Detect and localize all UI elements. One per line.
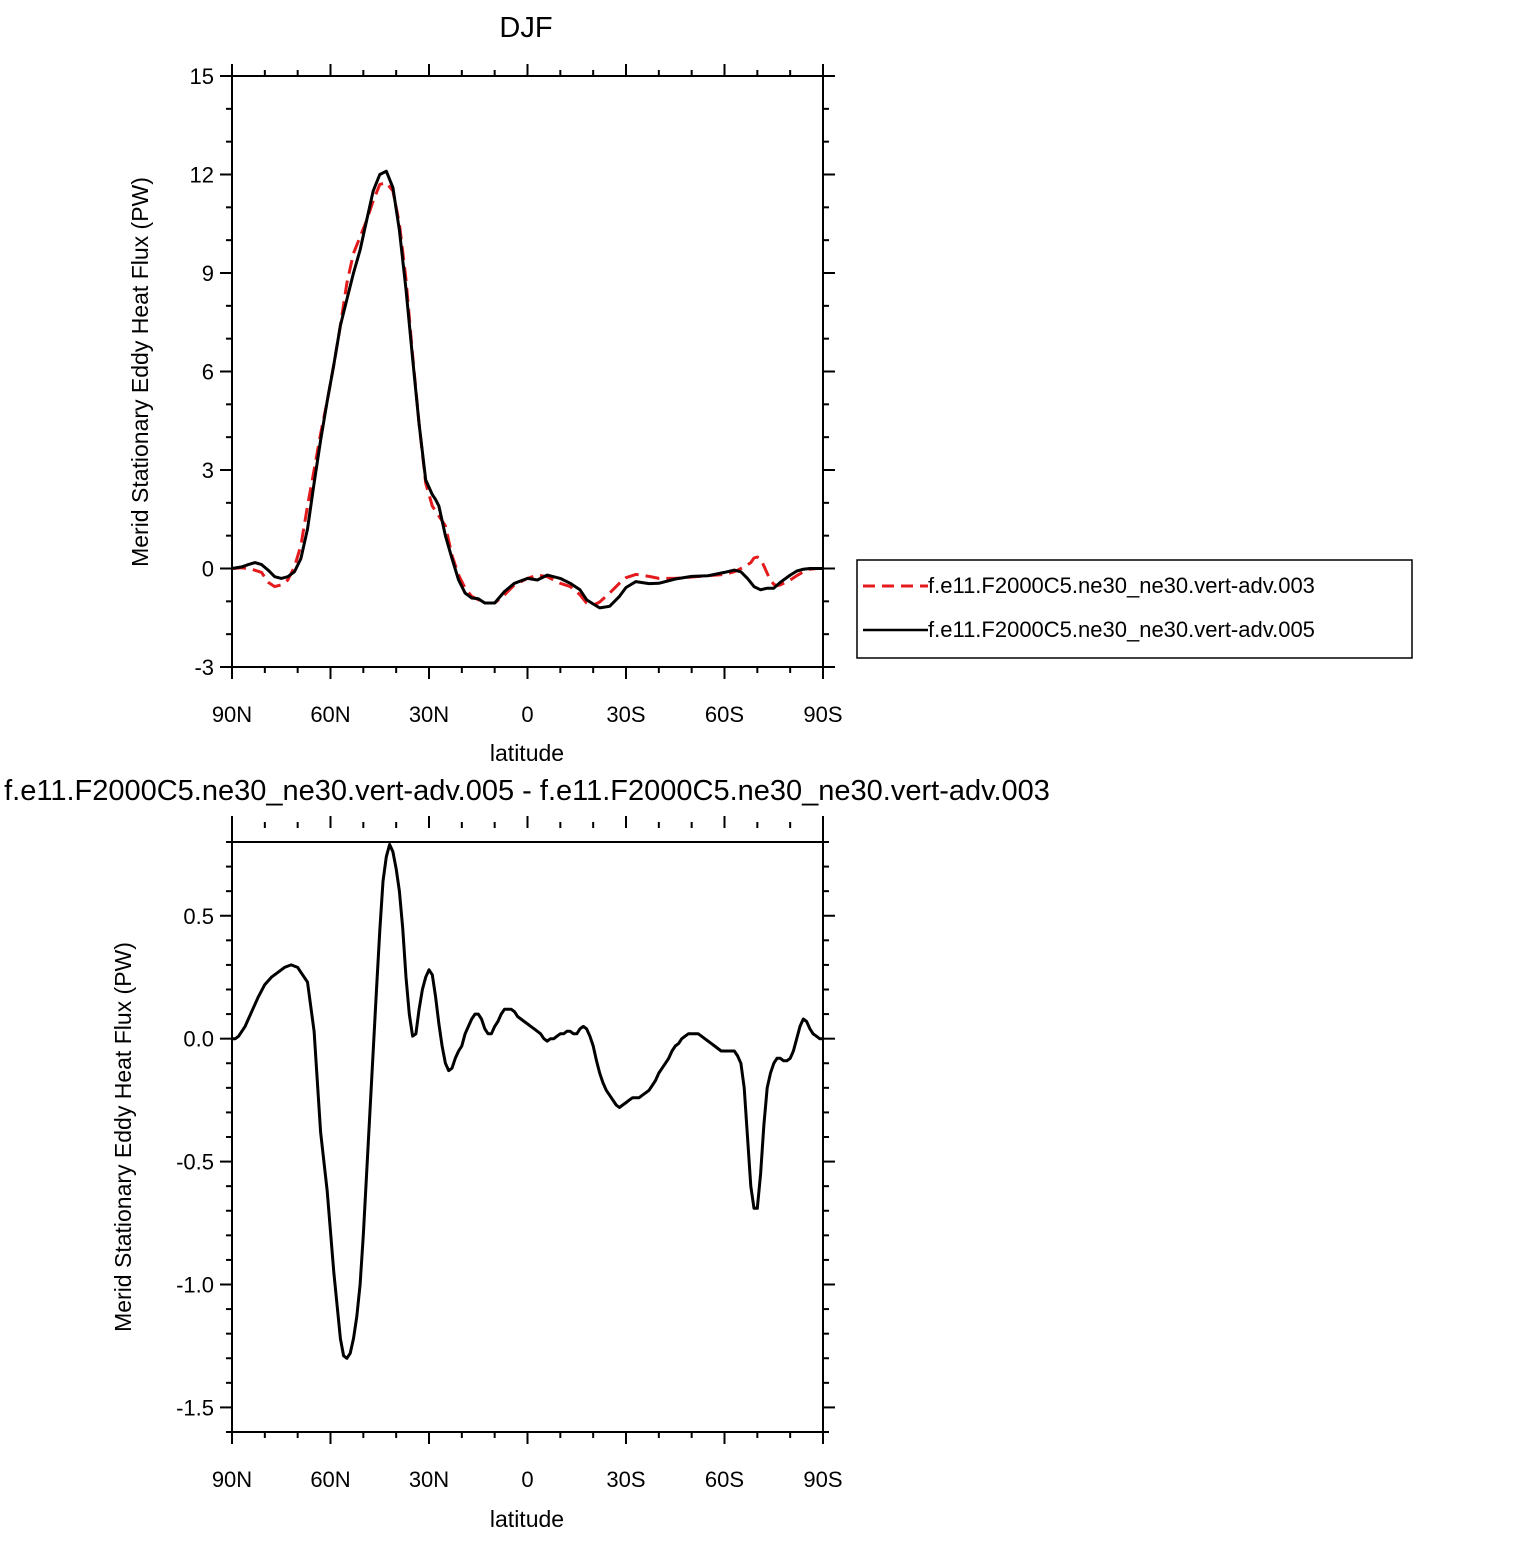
chart-title: DJF [499,12,552,44]
y-tick-label: 12 [190,163,214,188]
x-tick-label: 60S [705,1467,744,1492]
series-line-2 [231,169,823,610]
y-tick-label: -3 [194,655,214,680]
x-axis-label: latitude [490,740,564,766]
y-tick-label: 3 [202,458,214,483]
y-tick-label: 9 [202,261,214,286]
y-tick-label: 15 [190,64,214,89]
x-tick-label: 0 [521,1467,533,1492]
x-tick-label: 90N [212,1467,252,1492]
x-tick-label: 0 [521,702,533,727]
y-tick-label: -1.5 [176,1395,214,1420]
x-tick-label: 60N [310,702,350,727]
difference-chart: f.e11.F2000C5.ne30_ne30.vert-adv.005 - f… [4,775,1050,1532]
legend-entry-005: f.e11.F2000C5.ne30_ne30.vert-adv.005 [928,617,1315,642]
series-line-1 [231,181,823,607]
plot-area: -1.5 -1.0 -0.5 0.0 0.5 90N 60N 30N 0 30S 60S 90S [176,816,843,1492]
djf-chart: DJF -3 0 3 6 9 12 15 90N 60N 30N 0 30S 60S 90S latitu… [127,12,843,766]
plot-area: -3 0 3 6 9 12 15 90N 60N 30N 0 30S 60S 90S [190,64,843,727]
x-tick-label: 60N [310,1467,350,1492]
x-tick-label: 90N [212,702,252,727]
legend-entry-003: f.e11.F2000C5.ne30_ne30.vert-adv.003 [928,573,1315,598]
y-tick-label: 6 [202,360,214,385]
x-tick-label: 90S [803,1467,842,1492]
y-tick-label: -1.0 [176,1273,214,1298]
y-tick-label: 0 [202,557,214,582]
chart-title: f.e11.F2000C5.ne30_ne30.vert-adv.005 - f… [4,775,1050,807]
y-tick-label: 0.5 [183,904,214,929]
y-tick-label: 0.0 [183,1027,214,1052]
x-tick-label: 30N [409,702,449,727]
series-line-1 [232,843,823,1360]
x-axis-label: latitude [490,1506,564,1532]
x-tick-label: 30S [606,1467,645,1492]
legend: f.e11.F2000C5.ne30_ne30.vert-adv.003 f.e… [856,559,1413,659]
x-tick-label: 30N [409,1467,449,1492]
x-tick-label: 30S [606,702,645,727]
y-axis-label: Merid Stationary Eddy Heat Flux (PW) [110,942,136,1332]
legend-box [856,559,1413,659]
x-tick-label: 90S [803,702,842,727]
x-tick-label: 60S [705,702,744,727]
y-axis-label: Merid Stationary Eddy Heat Flux (PW) [127,177,153,567]
y-tick-label: -0.5 [176,1150,214,1175]
